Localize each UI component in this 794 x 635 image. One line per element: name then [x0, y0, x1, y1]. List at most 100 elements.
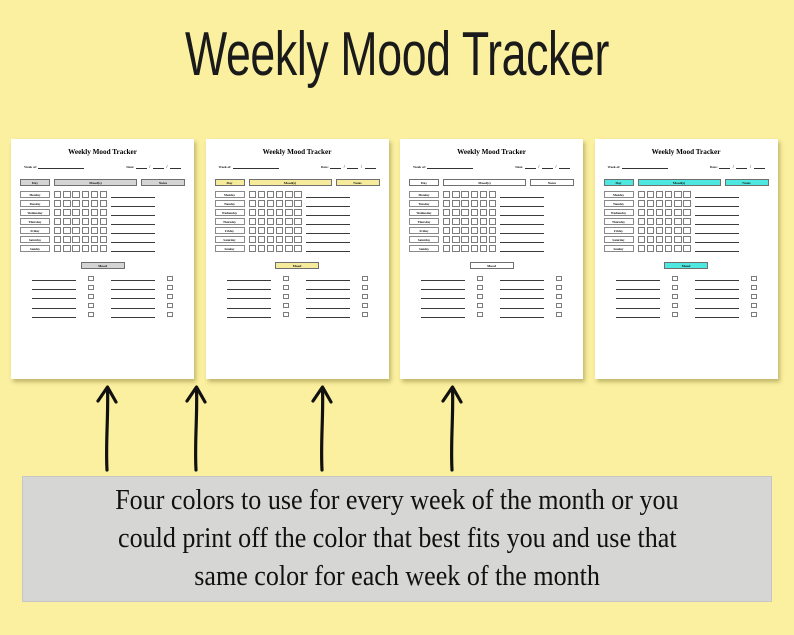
mood-checkbox[interactable] — [257, 244, 266, 253]
mood-checkbox[interactable] — [248, 226, 256, 235]
mood-checkbox[interactable] — [646, 199, 655, 208]
mood-checkbox[interactable] — [99, 217, 108, 226]
mood-checkbox[interactable] — [266, 191, 275, 199]
note-line[interactable] — [111, 209, 156, 217]
mood-legend-checkbox[interactable] — [556, 293, 562, 300]
mood-checkbox[interactable] — [674, 191, 682, 199]
mood-checkbox[interactable] — [488, 208, 497, 217]
mood-legend-checkbox[interactable] — [361, 311, 368, 318]
mood-checkbox[interactable] — [665, 217, 673, 226]
mood-legend-checkbox[interactable] — [750, 311, 757, 318]
mood-checkbox[interactable] — [461, 199, 469, 208]
mood-checkbox[interactable] — [72, 208, 80, 217]
note-line[interactable] — [500, 245, 545, 253]
mood-legend-line[interactable] — [32, 284, 76, 291]
mood-checkbox[interactable] — [443, 191, 451, 199]
mood-checkbox[interactable] — [81, 244, 89, 253]
mood-checkbox[interactable] — [63, 244, 71, 253]
mood-legend-line[interactable] — [226, 284, 271, 291]
mood-checkbox[interactable] — [266, 235, 275, 244]
mood-legend-checkbox[interactable] — [671, 311, 678, 318]
mood-checkbox[interactable] — [655, 208, 664, 217]
note-line[interactable] — [111, 200, 156, 208]
mood-legend-line[interactable] — [226, 303, 271, 309]
mood-legend-checkbox[interactable] — [750, 302, 757, 309]
mood-checkbox[interactable] — [665, 199, 673, 208]
mood-checkbox[interactable] — [54, 199, 62, 208]
mood-legend-checkbox[interactable] — [477, 275, 483, 282]
mood-legend-line[interactable] — [111, 303, 155, 309]
mood-checkbox[interactable] — [276, 244, 284, 253]
mood-legend-checkbox[interactable] — [477, 311, 483, 318]
mood-checkbox[interactable] — [63, 226, 71, 235]
mood-legend-checkbox[interactable] — [88, 293, 94, 300]
week-of-blank[interactable] — [427, 164, 474, 169]
mood-checkbox[interactable] — [646, 226, 655, 235]
mood-legend-line[interactable] — [421, 284, 465, 291]
week-of-blank[interactable] — [38, 164, 85, 169]
mood-checkbox[interactable] — [683, 217, 691, 226]
mood-checkbox[interactable] — [665, 235, 673, 244]
mood-legend-line[interactable] — [305, 284, 350, 291]
mood-checkbox[interactable] — [683, 191, 691, 199]
mood-checkbox[interactable] — [81, 217, 89, 226]
mood-checkbox[interactable] — [655, 244, 664, 253]
note-line[interactable] — [694, 245, 739, 253]
mood-checkbox[interactable] — [54, 217, 62, 226]
mood-checkbox[interactable] — [461, 244, 469, 253]
mood-checkbox[interactable] — [452, 235, 460, 244]
mood-legend-line[interactable] — [32, 275, 76, 282]
mood-checkbox[interactable] — [285, 235, 293, 244]
mood-checkbox[interactable] — [90, 235, 99, 244]
mood-checkbox[interactable] — [72, 226, 80, 235]
note-line[interactable] — [305, 191, 350, 199]
note-line[interactable] — [305, 227, 350, 235]
mood-legend-checkbox[interactable] — [167, 311, 173, 318]
date-day-blank[interactable] — [347, 164, 359, 169]
mood-checkbox[interactable] — [257, 208, 266, 217]
mood-checkbox[interactable] — [674, 208, 682, 217]
mood-legend-checkbox[interactable] — [671, 293, 678, 300]
mood-checkbox[interactable] — [72, 244, 80, 253]
mood-checkbox[interactable] — [683, 226, 691, 235]
week-of-blank[interactable] — [232, 164, 279, 169]
mood-checkbox[interactable] — [81, 208, 89, 217]
mood-checkbox[interactable] — [99, 235, 108, 244]
mood-checkbox[interactable] — [54, 235, 62, 244]
mood-checkbox[interactable] — [266, 199, 275, 208]
mood-legend-line[interactable] — [226, 275, 271, 282]
mood-checkbox[interactable] — [248, 191, 256, 199]
mood-checkbox[interactable] — [452, 208, 460, 217]
mood-legend-line[interactable] — [421, 303, 465, 309]
mood-checkbox[interactable] — [665, 208, 673, 217]
mood-legend-line[interactable] — [111, 275, 155, 282]
mood-checkbox[interactable] — [488, 244, 497, 253]
mood-checkbox[interactable] — [285, 199, 293, 208]
mood-checkbox[interactable] — [443, 235, 451, 244]
mood-checkbox[interactable] — [266, 217, 275, 226]
mood-checkbox[interactable] — [637, 199, 645, 208]
mood-legend-checkbox[interactable] — [88, 284, 94, 291]
mood-legend-line[interactable] — [500, 284, 544, 291]
mood-legend-checkbox[interactable] — [361, 293, 368, 300]
mood-legend-checkbox[interactable] — [88, 302, 94, 309]
mood-checkbox[interactable] — [285, 191, 293, 199]
mood-checkbox[interactable] — [54, 208, 62, 217]
mood-legend-line[interactable] — [305, 275, 350, 282]
mood-checkbox[interactable] — [90, 244, 99, 253]
date-day-blank[interactable] — [152, 164, 164, 169]
mood-legend-checkbox[interactable] — [167, 293, 173, 300]
mood-checkbox[interactable] — [63, 217, 71, 226]
mood-checkbox[interactable] — [470, 226, 478, 235]
mood-checkbox[interactable] — [637, 208, 645, 217]
note-line[interactable] — [305, 218, 350, 226]
mood-checkbox[interactable] — [54, 244, 62, 253]
note-line[interactable] — [694, 191, 739, 199]
mood-checkbox[interactable] — [276, 217, 284, 226]
mood-checkbox[interactable] — [294, 235, 302, 244]
mood-checkbox[interactable] — [81, 191, 89, 199]
mood-checkbox[interactable] — [637, 226, 645, 235]
mood-legend-checkbox[interactable] — [750, 293, 757, 300]
date-field[interactable]: Date: / / — [515, 164, 570, 169]
mood-legend-checkbox[interactable] — [750, 275, 757, 282]
